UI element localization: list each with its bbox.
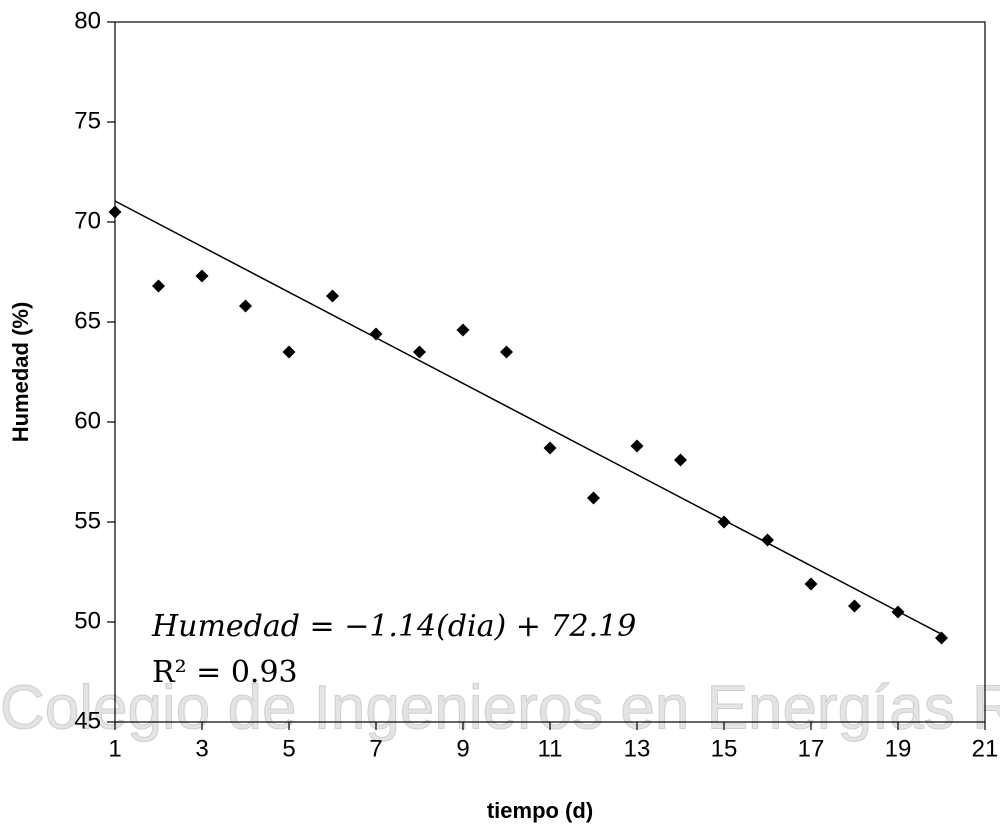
y-tick-label: 75 [74, 107, 101, 134]
data-point [500, 345, 513, 359]
data-point [108, 205, 122, 219]
data-point [587, 491, 600, 505]
x-tick-label: 19 [885, 735, 912, 762]
x-tick-label: 3 [195, 735, 208, 762]
x-tick-label: 13 [624, 735, 651, 762]
y-tick-label: 60 [74, 407, 101, 434]
x-tick-label: 9 [456, 735, 469, 762]
x-tick-label: 21 [972, 735, 999, 762]
trend-line [114, 200, 942, 635]
x-axis-title: tiempo (d) [487, 798, 593, 823]
data-point [152, 279, 165, 293]
data-point [456, 323, 470, 337]
x-tick-label: 15 [711, 735, 738, 762]
data-point [717, 515, 731, 529]
y-tick-label: 70 [74, 207, 101, 234]
watermark: Colegio de Ingenieros en Energías Ren [0, 673, 1000, 742]
data-point [848, 599, 861, 613]
y-tick-label: 80 [74, 7, 101, 34]
x-tick-label: 5 [282, 735, 295, 762]
data-point [935, 631, 948, 645]
data-point [413, 345, 426, 359]
data-point [282, 345, 296, 359]
data-point [369, 327, 383, 341]
data-point [761, 533, 774, 547]
x-tick-label: 11 [538, 735, 563, 762]
x-tick-label: 1 [108, 735, 121, 762]
x-tick-label: 7 [369, 735, 382, 762]
data-point [195, 269, 209, 283]
data-point [543, 441, 557, 455]
y-axis-title: Humedad (%) [8, 302, 33, 443]
y-tick-label: 55 [74, 507, 101, 534]
r-squared: R² = 0.93 [152, 655, 298, 690]
data-point [326, 289, 339, 303]
data-point [674, 453, 687, 467]
data-point [891, 605, 905, 619]
data-point [630, 439, 644, 453]
y-tick-label: 50 [74, 607, 101, 634]
data-point [804, 577, 818, 591]
equation: Humedad = −1.14(dia) + 72.19 [151, 609, 636, 644]
y-tick-label: 45 [74, 707, 101, 734]
x-tick-label: 17 [798, 735, 825, 762]
data-point [239, 299, 252, 313]
y-tick-label: 65 [74, 307, 101, 334]
